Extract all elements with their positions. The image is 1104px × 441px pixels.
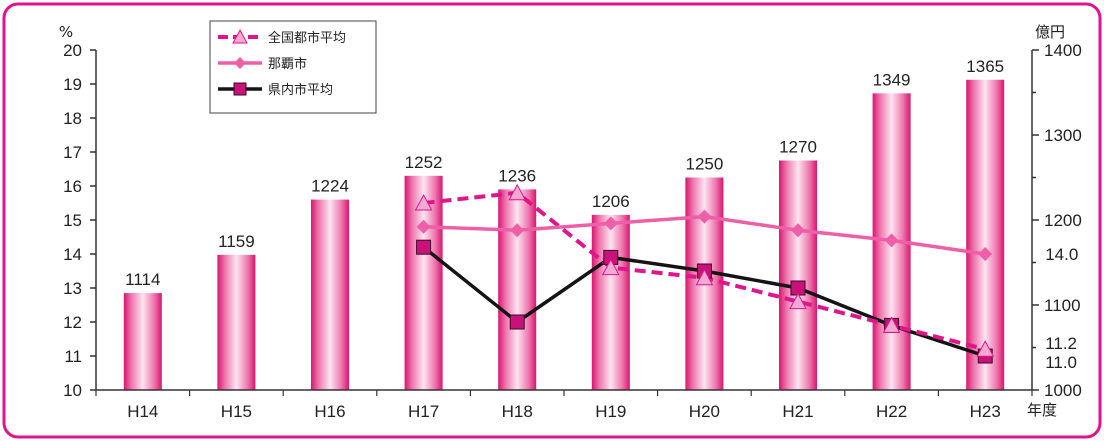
point-diamond <box>697 209 712 224</box>
left-tick-label: 14 <box>63 245 82 264</box>
point-square <box>233 82 247 96</box>
bar-value-label: 1270 <box>779 138 817 157</box>
bar <box>966 79 1005 390</box>
left-tick-label: 12 <box>63 313 82 332</box>
bar-value-label: 1159 <box>218 232 255 251</box>
point-triangle <box>232 28 248 44</box>
bar-value-label: 1224 <box>311 177 349 196</box>
x-tick-label: H22 <box>876 402 907 421</box>
right-axis-unit: 億円 <box>1035 23 1065 41</box>
point-diamond <box>978 247 993 261</box>
point-triangle <box>508 183 527 201</box>
x-tick-label: H17 <box>408 402 439 421</box>
point-square <box>416 239 432 255</box>
bar <box>311 199 349 390</box>
point-triangle <box>789 292 807 310</box>
x-tick-label: H21 <box>782 402 813 421</box>
series-end-label: 14.0 <box>1045 245 1078 264</box>
point-diamond <box>791 223 805 238</box>
point-diamond <box>603 216 618 231</box>
bar-value-label: 1365 <box>966 57 1004 76</box>
left-tick-label: 17 <box>63 143 82 162</box>
bar-value-label: 1206 <box>592 192 630 211</box>
left-tick-label: 16 <box>63 177 82 196</box>
bar <box>123 293 162 390</box>
point-triangle <box>601 258 620 276</box>
right-tick-label: 1300 <box>1044 126 1082 145</box>
point-diamond <box>884 233 899 248</box>
legend-label: 県内市平均 <box>268 82 333 98</box>
left-tick-label: 18 <box>63 109 82 128</box>
x-tick-label: H20 <box>689 402 720 421</box>
point-triangle <box>976 340 995 357</box>
bar-value-label: 1349 <box>873 70 911 89</box>
point-diamond <box>510 223 525 238</box>
bar-value-label: 1252 <box>405 153 443 172</box>
point-diamond <box>234 57 246 69</box>
left-tick-label: 15 <box>63 211 82 230</box>
x-axis-unit: 年度 <box>1027 401 1057 419</box>
left-tick-label: 19 <box>63 75 82 94</box>
x-tick-label: H19 <box>595 402 626 421</box>
bar-value-label: 1114 <box>125 270 160 289</box>
right-tick-label: 1400 <box>1044 41 1082 60</box>
left-tick-label: 10 <box>63 381 82 400</box>
x-tick-label: H23 <box>970 402 1001 421</box>
bar <box>498 189 537 390</box>
legend-label: 全国都市平均 <box>268 30 346 46</box>
left-tick-label: 20 <box>63 41 82 60</box>
right-tick-label: 1200 <box>1044 211 1082 230</box>
x-tick-label: H18 <box>502 402 533 421</box>
point-square <box>509 314 525 330</box>
point-diamond <box>416 219 431 234</box>
legend-label: 那覇市 <box>268 56 307 72</box>
bar-value-label: 1250 <box>685 155 723 174</box>
left-tick-label: 11 <box>64 347 82 366</box>
series-end-label: 11.0 <box>1045 353 1077 372</box>
bar <box>217 254 256 390</box>
point-triangle <box>414 193 433 211</box>
left-tick-label: 13 <box>63 279 82 298</box>
bar <box>779 160 817 390</box>
right-tick-label: 1100 <box>1044 296 1081 315</box>
series-end-label: 11.2 <box>1045 334 1077 353</box>
x-tick-label: H14 <box>127 402 158 421</box>
right-tick-label: 1000 <box>1044 381 1082 400</box>
point-triangle <box>695 268 714 286</box>
point-triangle <box>882 316 901 333</box>
bar-value-label: 1236 <box>498 166 536 185</box>
x-tick-label: H16 <box>314 402 345 421</box>
bar <box>404 175 443 390</box>
bar <box>591 214 630 390</box>
left-axis-unit: % <box>59 23 73 41</box>
x-tick-label: H15 <box>221 402 252 421</box>
